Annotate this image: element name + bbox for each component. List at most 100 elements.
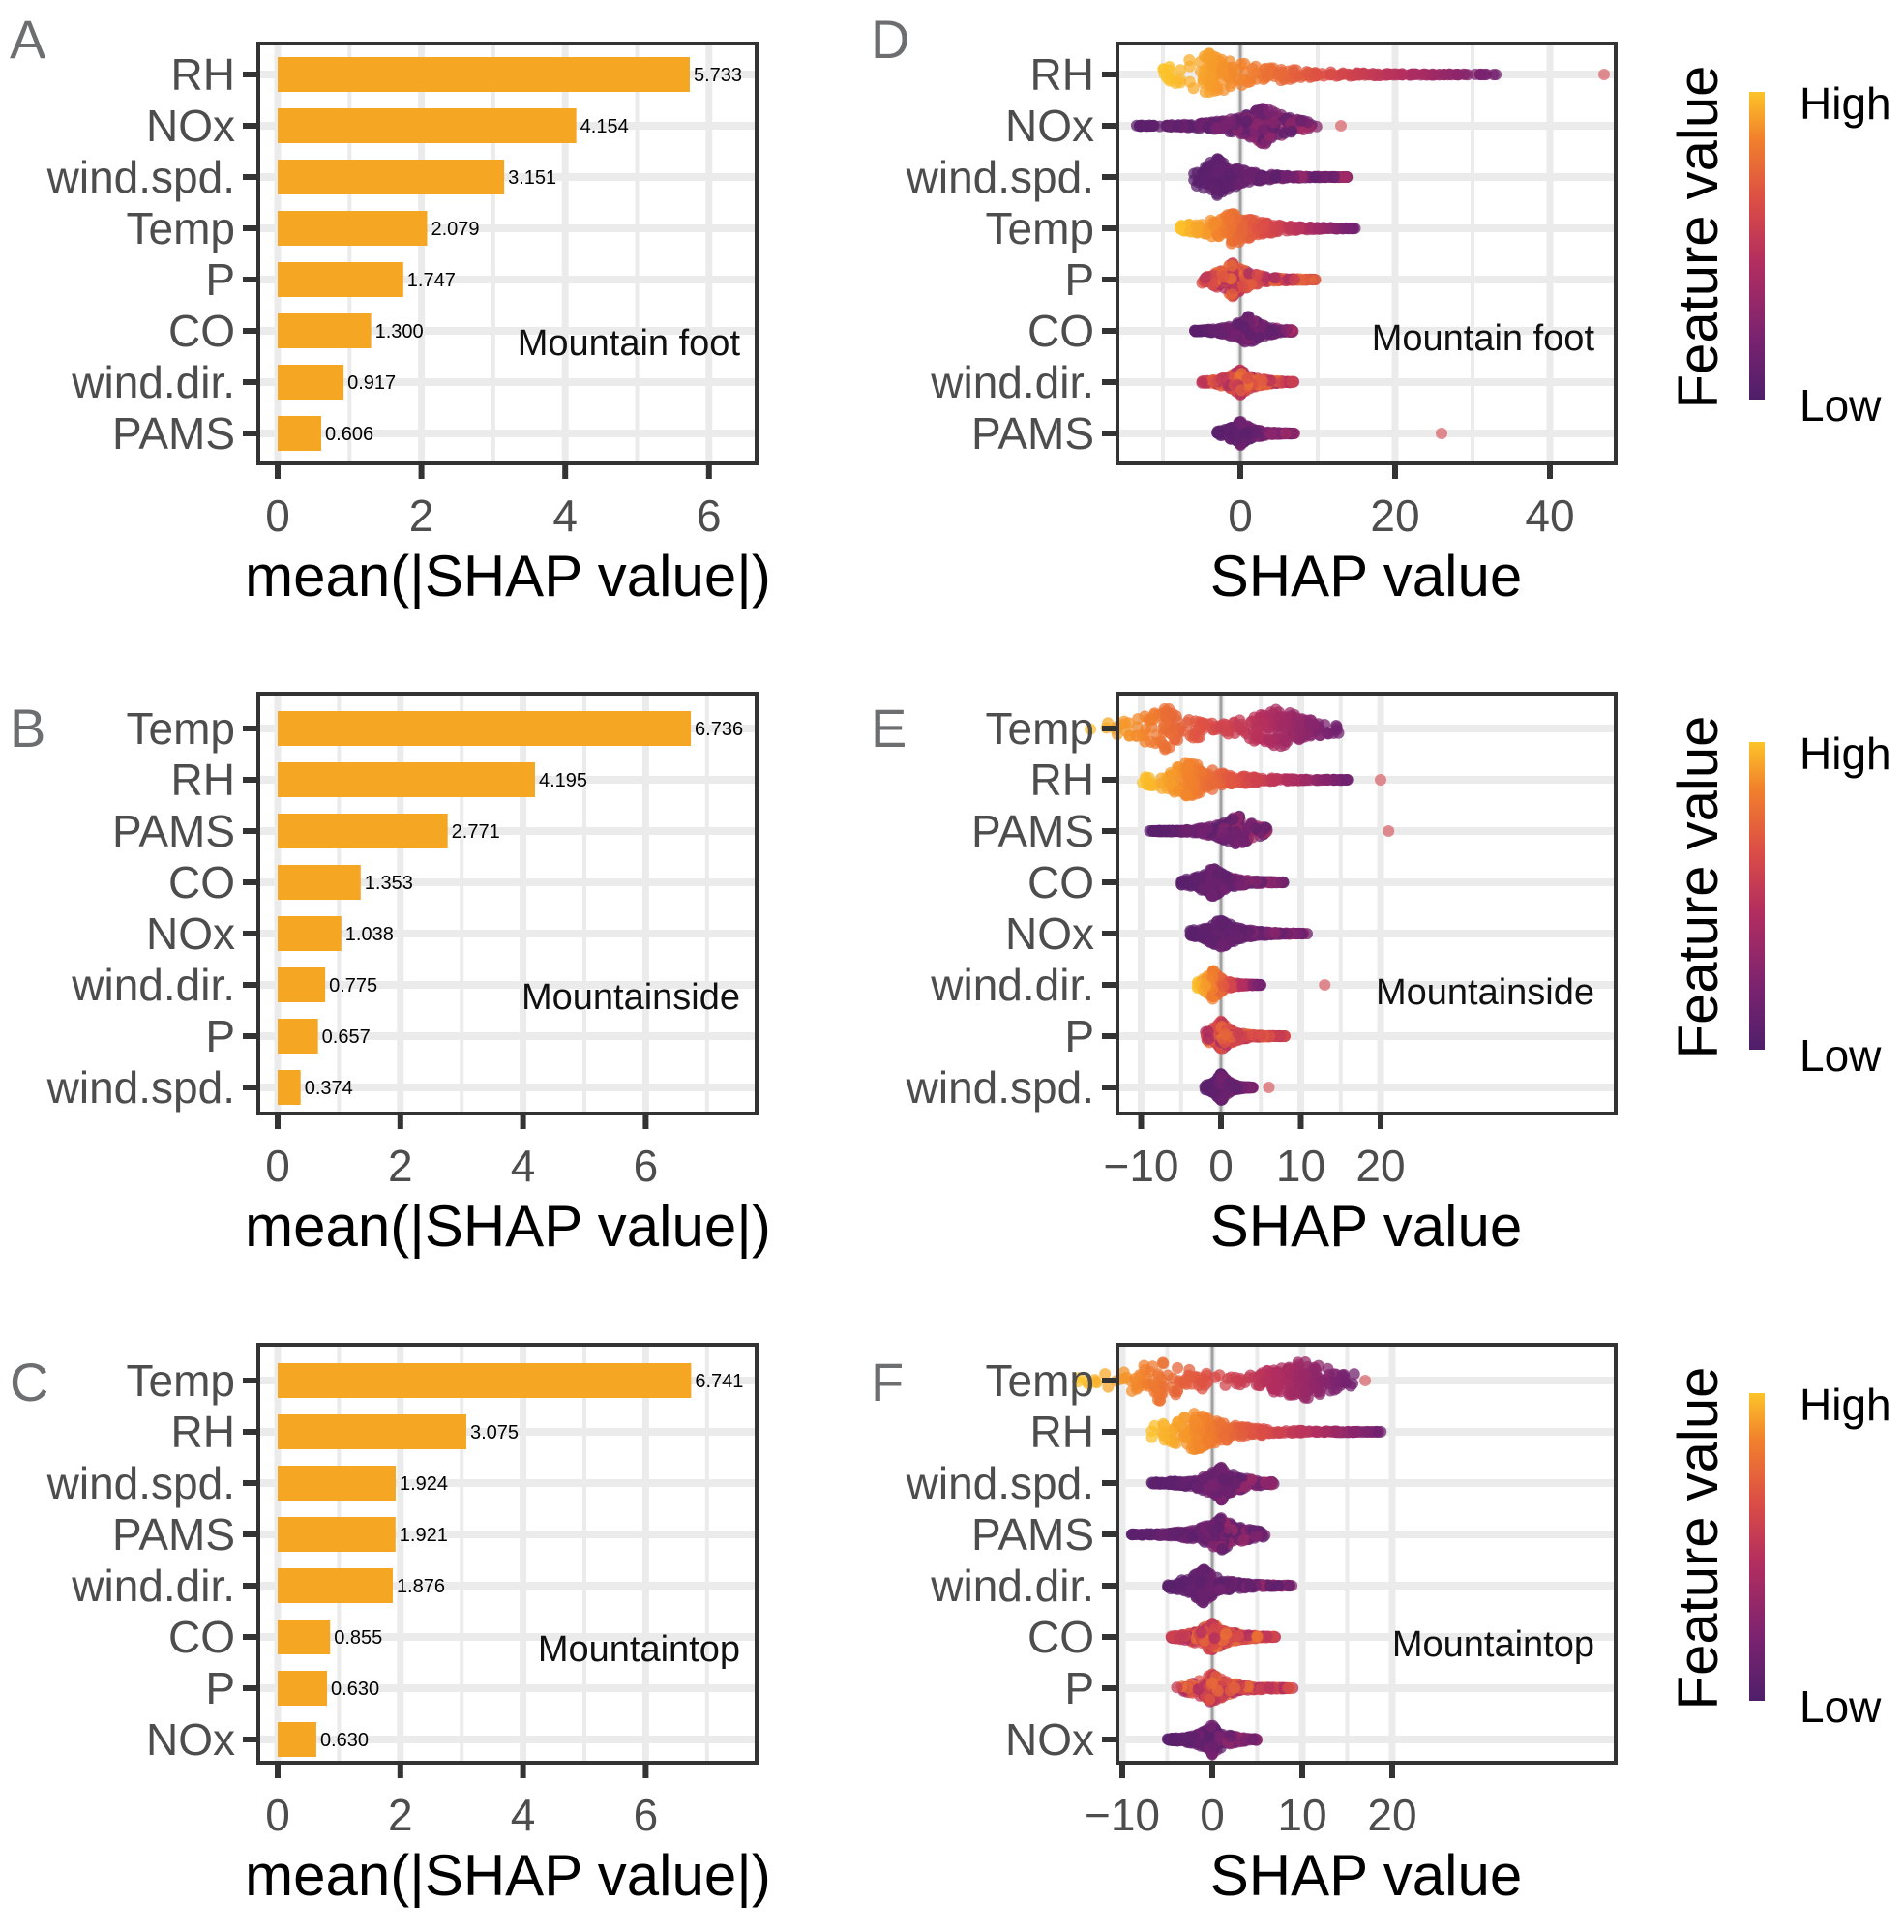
swarm-point — [1322, 223, 1334, 235]
site-label: Mountain foot — [1372, 318, 1595, 359]
y-tick-label: NOx — [146, 101, 235, 151]
swarm-point — [1218, 327, 1231, 340]
swarm-point — [1176, 825, 1189, 838]
x-tick-label: 0 — [1228, 490, 1253, 541]
swarm-point — [1272, 69, 1285, 81]
swarm-point — [1158, 739, 1171, 752]
swarm-point — [1212, 426, 1225, 438]
panel-letter: E — [871, 698, 907, 758]
y-tick-label: NOx — [146, 1714, 235, 1765]
site-label: Mountain foot — [518, 323, 741, 364]
swarm-point — [1241, 372, 1254, 385]
swarm-point — [1264, 428, 1277, 440]
swarm-point — [1289, 274, 1301, 286]
bar — [278, 211, 428, 246]
bar-value-label: 1.921 — [400, 1525, 448, 1546]
swarm-point — [1206, 60, 1219, 73]
swarm-point — [1271, 1425, 1284, 1438]
swarm-point — [1217, 68, 1230, 80]
swarm-point — [1228, 330, 1240, 342]
swarm-point — [1428, 69, 1441, 81]
bar-value-label: 3.151 — [508, 167, 556, 189]
outlier-point — [1263, 1082, 1275, 1093]
swarm-point — [1374, 69, 1386, 81]
bar — [278, 416, 322, 451]
site-label: Mountaintop — [538, 1629, 740, 1670]
swarm-point — [1129, 1372, 1142, 1384]
plot-area — [1117, 1345, 1616, 1763]
swarm-point — [1198, 881, 1210, 894]
swarm-point — [1256, 374, 1268, 387]
swarm-point — [1162, 1369, 1175, 1382]
swarm-point — [1165, 766, 1177, 779]
bar-panel-B: B 6.736Temp4.195RH2.771PAMS1.353CO1.038NO… — [10, 692, 771, 1259]
swarm-point — [1157, 1429, 1170, 1442]
outlier-point — [1375, 774, 1386, 786]
x-tick-label: 6 — [634, 1790, 659, 1840]
bar — [278, 1363, 692, 1398]
swarm-point — [1174, 223, 1186, 235]
x-tick-label: −10 — [1103, 1141, 1178, 1191]
swarm-point — [1210, 166, 1223, 179]
swarm-point — [1229, 827, 1241, 840]
swarm-point — [1148, 1386, 1161, 1399]
swarm-point — [1283, 1361, 1295, 1374]
bar-value-label: 2.771 — [452, 821, 500, 843]
bar-value-label: 0.657 — [322, 1026, 371, 1048]
swarm-point — [1235, 718, 1248, 730]
bar — [278, 313, 372, 348]
swarm-point — [1217, 979, 1230, 992]
swarm-point — [1225, 777, 1237, 789]
swarm-point — [1292, 223, 1304, 235]
swarm-point — [1277, 721, 1290, 733]
bar — [278, 57, 690, 92]
swarm-point — [1217, 270, 1230, 282]
swarm-point — [1343, 223, 1355, 235]
swarm-point — [1235, 228, 1248, 241]
swarm-point — [1264, 736, 1277, 749]
bar — [278, 916, 342, 951]
swarm-point — [1226, 259, 1238, 272]
y-tick-label: NOx — [1005, 908, 1094, 959]
bar — [278, 1466, 396, 1501]
bar-value-label: 1.747 — [407, 270, 456, 291]
x-tick-label: 20 — [1355, 1141, 1405, 1191]
swarm-point — [1191, 226, 1204, 239]
swarm-point — [1234, 878, 1246, 891]
bar-value-label: 0.630 — [331, 1679, 379, 1700]
bar-value-label: 1.300 — [375, 321, 424, 342]
y-tick-label: NOx — [146, 908, 235, 959]
swarm-point — [1157, 1357, 1170, 1370]
swarm-point — [1222, 178, 1235, 191]
plot-border — [256, 692, 759, 1115]
swarm-point — [1279, 428, 1292, 440]
swarm-point — [1452, 69, 1465, 81]
swarm-point — [1207, 278, 1220, 290]
x-tick-label: 0 — [265, 1790, 290, 1840]
swarm-point — [1217, 1091, 1230, 1104]
bar — [278, 865, 361, 900]
swarm-point — [1211, 867, 1224, 879]
swarm-point — [1269, 877, 1282, 889]
swarm-point — [1346, 69, 1358, 81]
swarm-point — [1324, 66, 1337, 78]
x-tick-label: 2 — [388, 1141, 413, 1191]
swarm-point — [1199, 272, 1211, 284]
swarm-point — [1267, 116, 1280, 129]
beeswarm-series — [1174, 208, 1361, 250]
x-axis-title: mean(|SHAP value|) — [245, 544, 771, 609]
bar-value-label: 1.038 — [345, 924, 394, 945]
swarm-point — [1146, 1360, 1159, 1373]
swarm-point — [1279, 735, 1292, 748]
swarm-point — [1117, 1373, 1130, 1385]
swarm-point — [1357, 67, 1370, 79]
swarm-point — [1234, 1379, 1246, 1391]
legend-low-label: Low — [1800, 1030, 1882, 1081]
bar-value-label: 6.741 — [695, 1371, 743, 1392]
swarm-point — [1266, 328, 1279, 341]
swarm-point — [1203, 1032, 1215, 1045]
outlier-point — [1359, 1375, 1372, 1386]
swarm-point — [1235, 384, 1247, 397]
